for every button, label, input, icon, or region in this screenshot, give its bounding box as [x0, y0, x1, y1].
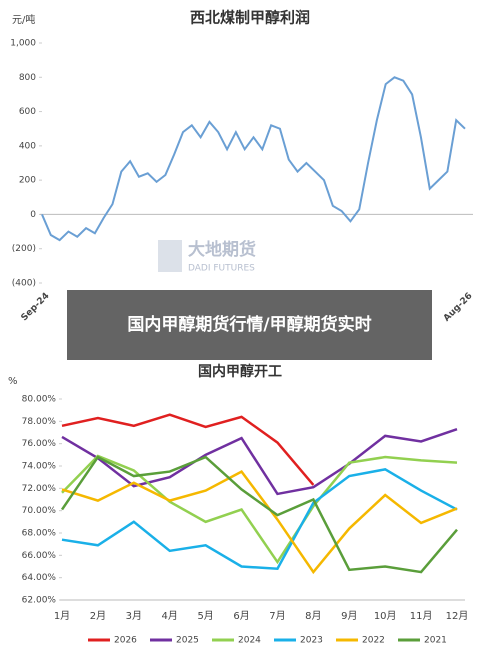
x-tick-label: Aug-26	[442, 291, 475, 324]
y-tick-label: 600	[19, 107, 36, 117]
data-line	[41, 76, 466, 242]
y-tick-label: 68.00%	[22, 529, 57, 539]
y-tick-label: 80.00%	[22, 395, 57, 405]
y-tick-label: 78.00%	[22, 417, 57, 427]
x-tick-label: 12月	[446, 610, 469, 622]
y-axis-label: 元/吨	[12, 13, 35, 26]
legend-label: 2024	[238, 636, 261, 646]
chart-title: 西北煤制甲醇利润	[190, 9, 310, 27]
y-tick-label: 200	[19, 176, 36, 186]
legend-label: 2023	[300, 636, 323, 646]
y-tick-label: (200)	[12, 244, 36, 254]
x-tick-label: 9月	[341, 610, 357, 622]
data-line	[61, 454, 458, 565]
watermark-sub: DADI FUTURES	[188, 264, 255, 274]
x-tick-label: 8月	[305, 610, 321, 622]
legend-label: 2021	[424, 636, 447, 646]
y-tick-label: 1,000	[10, 39, 36, 49]
data-line	[61, 413, 315, 486]
x-tick-label: 10月	[374, 610, 397, 622]
watermark: 大地期货	[188, 239, 256, 260]
overlay-caption: 国内甲醇期货行情/甲醇期货实时	[67, 290, 432, 360]
x-tick-label: 1月	[54, 610, 70, 622]
y-tick-label: 64.00%	[22, 573, 57, 583]
y-tick-label: 76.00%	[22, 439, 57, 449]
chart-title: 国内甲醇开工	[198, 363, 282, 380]
data-line	[61, 469, 458, 575]
x-tick-label: 11月	[410, 610, 433, 622]
y-axis-label: %	[8, 376, 18, 387]
legend-label: 2025	[176, 636, 199, 646]
x-tick-label: 4月	[162, 610, 178, 622]
legend-label: 2022	[362, 636, 385, 646]
x-tick-label: 3月	[126, 610, 142, 622]
y-tick-label: 66.00%	[22, 551, 57, 561]
y-tick-label: 74.00%	[22, 462, 57, 472]
y-tick-label: 0	[30, 210, 36, 220]
watermark-logo	[158, 240, 182, 272]
y-tick-label: 62.00%	[22, 596, 57, 606]
x-tick-label: 2月	[90, 610, 106, 622]
y-tick-label: 400	[19, 141, 36, 151]
data-line	[61, 468, 458, 571]
y-tick-label: 72.00%	[22, 484, 57, 494]
data-line	[60, 455, 458, 574]
y-tick-label: 800	[19, 73, 36, 83]
data-line	[61, 427, 458, 496]
x-tick-label: 7月	[269, 610, 285, 622]
legend-label: 2026	[114, 636, 137, 646]
x-tick-label: 5月	[197, 610, 213, 622]
x-tick-label: Sep-24	[20, 291, 52, 323]
y-tick-label: (400)	[12, 279, 36, 289]
x-tick-label: 6月	[233, 610, 249, 622]
y-tick-label: 70.00%	[22, 506, 57, 516]
